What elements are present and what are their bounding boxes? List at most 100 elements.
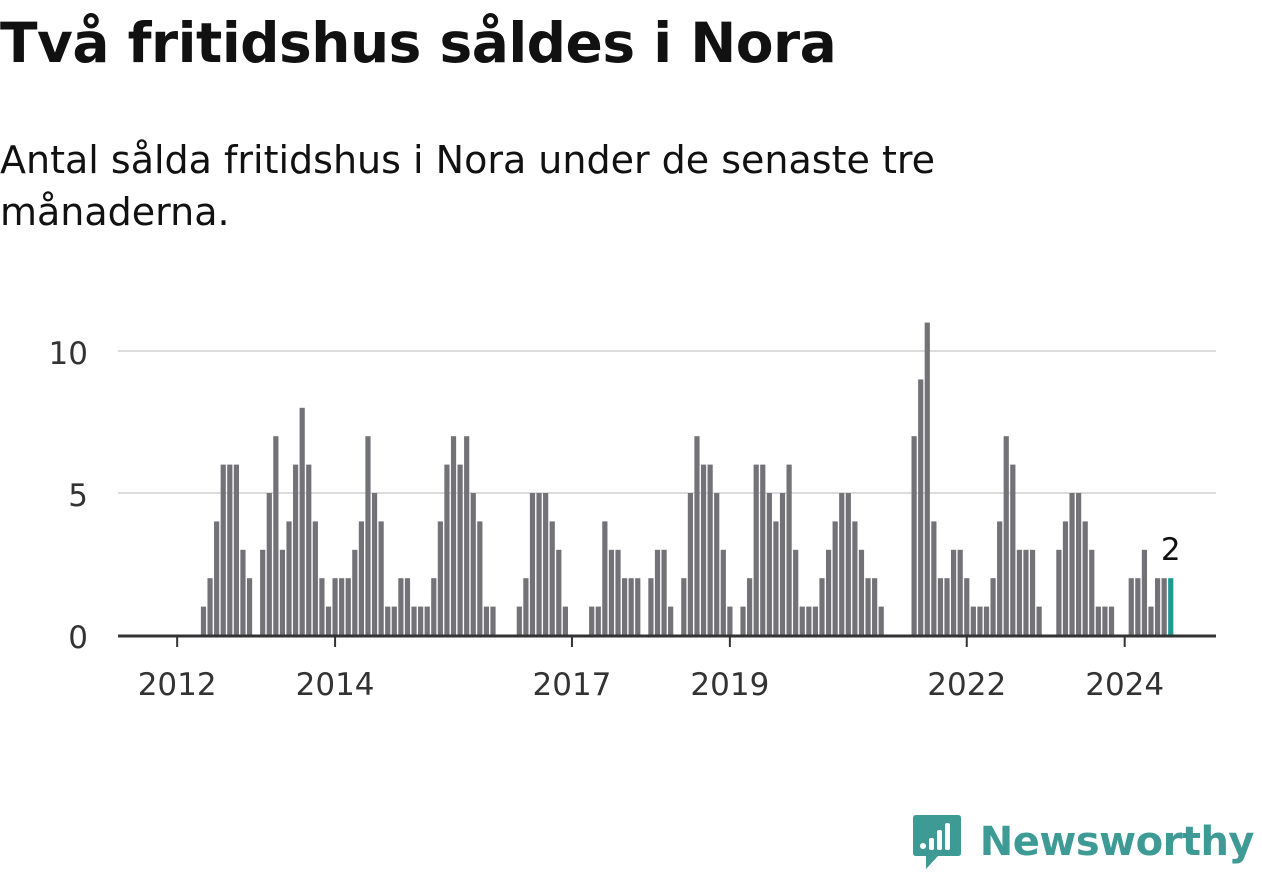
bar <box>358 521 364 635</box>
bar <box>918 379 924 635</box>
bar <box>214 521 220 635</box>
bar <box>352 549 358 635</box>
newsworthy-logo-icon <box>912 815 961 869</box>
bar <box>589 606 595 635</box>
bar <box>312 521 318 635</box>
bar <box>957 549 963 635</box>
y-axis: 0 5 10 <box>49 336 88 656</box>
bar <box>220 464 226 635</box>
bar <box>694 436 700 635</box>
bar <box>964 578 970 635</box>
x-tick-label: 2014 <box>296 667 375 703</box>
bar <box>878 606 884 635</box>
bar <box>299 407 305 635</box>
bar <box>233 464 239 635</box>
bar-chart: 0 5 10 2012 2014 2017 2019 2022 2024 2 <box>49 322 1216 703</box>
bar <box>654 549 661 635</box>
bar <box>345 578 351 635</box>
bar <box>1102 606 1108 635</box>
bar <box>240 549 246 635</box>
bar <box>628 578 634 635</box>
bar <box>562 606 568 635</box>
bar <box>1010 464 1016 635</box>
bar <box>470 493 476 635</box>
bar <box>1148 606 1154 635</box>
bar <box>516 606 522 635</box>
bar <box>773 521 779 635</box>
bar <box>865 578 871 635</box>
bar <box>858 549 865 635</box>
bar <box>1108 606 1115 635</box>
bar <box>464 436 470 635</box>
bar <box>365 436 371 635</box>
bar <box>339 578 345 635</box>
x-tick-label: 2022 <box>927 667 1006 703</box>
bar <box>549 521 555 635</box>
bar <box>819 578 825 635</box>
x-tick-label: 2017 <box>533 667 612 703</box>
bar <box>1141 549 1148 635</box>
bar <box>681 578 687 635</box>
bar <box>260 549 266 635</box>
chart-subtitle: Antal sålda fritidshus i Nora under de s… <box>0 138 936 234</box>
bar <box>1062 521 1069 635</box>
bar <box>1082 521 1088 635</box>
bar <box>786 464 792 635</box>
bar <box>1056 549 1062 635</box>
bar <box>1135 578 1141 635</box>
bar <box>332 578 338 635</box>
gridlines <box>118 350 1216 494</box>
bar <box>1128 578 1134 635</box>
bar <box>543 493 549 635</box>
bar <box>951 549 957 635</box>
brand-logo[interactable]: Newsworthy <box>912 813 1255 871</box>
bar <box>424 606 430 635</box>
bar <box>1003 436 1009 635</box>
x-tick-label: 2012 <box>138 667 217 703</box>
bar <box>714 493 720 635</box>
bar <box>1023 549 1029 635</box>
bar <box>720 549 726 635</box>
bar <box>740 606 746 635</box>
bar <box>1076 493 1082 635</box>
bar <box>266 493 272 635</box>
bar <box>937 578 944 635</box>
bar <box>635 578 641 635</box>
bar <box>832 521 838 635</box>
bar <box>490 606 496 635</box>
bar <box>760 464 766 635</box>
bar <box>437 521 443 635</box>
bar <box>1016 549 1022 635</box>
bar <box>385 606 391 635</box>
bar <box>700 464 707 635</box>
bar <box>872 578 878 635</box>
bar <box>911 436 917 635</box>
bar <box>806 606 812 635</box>
bar <box>977 606 983 635</box>
bar <box>246 578 253 635</box>
bar <box>852 521 858 635</box>
bar <box>1154 578 1161 635</box>
bar <box>990 578 996 635</box>
bar <box>924 322 930 635</box>
bar <box>997 521 1003 635</box>
bar <box>595 606 601 635</box>
bar-highlight <box>1168 578 1174 635</box>
bar <box>931 521 937 635</box>
bar <box>602 521 608 635</box>
bar <box>648 578 654 635</box>
x-tick-label: 2019 <box>690 667 769 703</box>
bar <box>727 606 733 635</box>
bar <box>450 436 457 635</box>
bar <box>483 606 490 635</box>
bar <box>622 578 628 635</box>
y-tick-label: 0 <box>68 620 88 656</box>
bar <box>411 606 417 635</box>
bar <box>944 578 950 635</box>
bar <box>747 578 753 635</box>
bar <box>825 549 832 635</box>
bar <box>378 521 384 635</box>
bar <box>707 464 713 635</box>
bar <box>306 464 312 635</box>
bars <box>200 322 1174 635</box>
